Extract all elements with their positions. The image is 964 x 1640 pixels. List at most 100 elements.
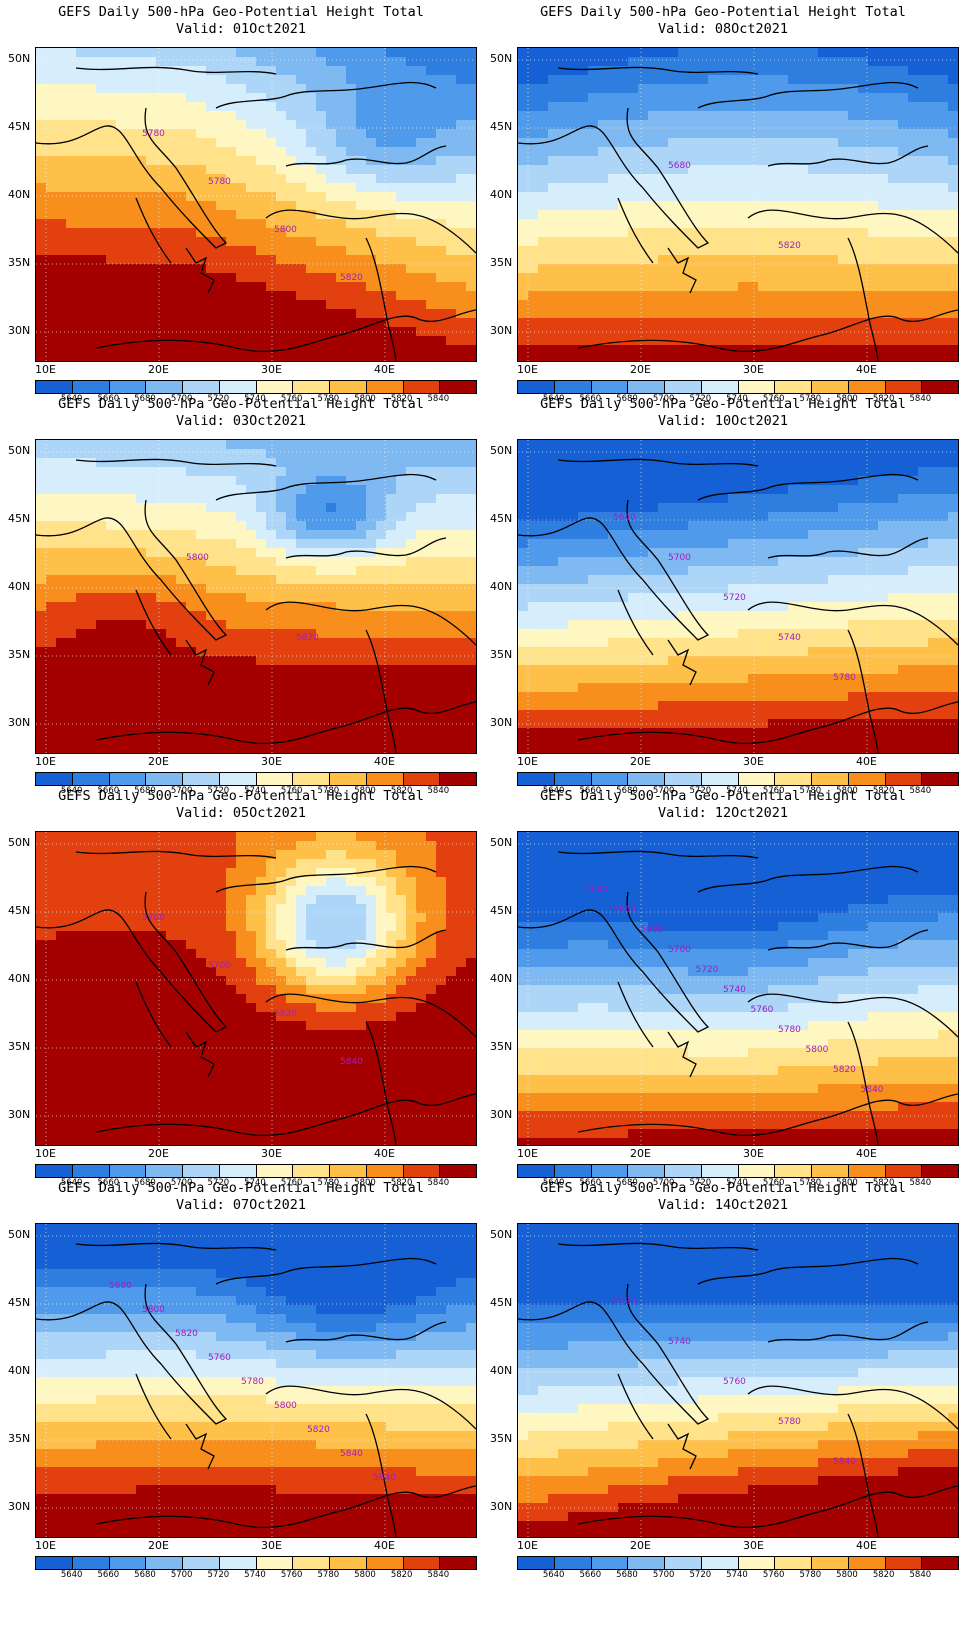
latitude-label: 35N	[8, 648, 31, 661]
colorbar-swatch	[109, 773, 147, 785]
longitude-label: 10E	[517, 1539, 538, 1552]
colorbar-label: 5640	[542, 1570, 565, 1580]
colorbar-swatch	[812, 381, 849, 393]
longitude-label: 10E	[35, 755, 56, 768]
contour-label: 5840	[340, 1057, 363, 1067]
contour-label: 5760	[208, 1353, 231, 1363]
colorbar-label: 5760	[280, 394, 303, 404]
valid-date: Valid: 14Oct2021	[657, 1197, 789, 1213]
colorbar-label: 5700	[652, 1570, 675, 1580]
colorbar-label: 5820	[390, 1570, 413, 1580]
colorbar-swatch	[403, 1165, 441, 1177]
colorbar-swatch	[812, 1557, 849, 1569]
colorbar-label: 5800	[836, 1178, 858, 1188]
colorbar-label: 5640	[60, 786, 83, 796]
colorbar-swatch	[403, 1557, 441, 1569]
colorbar	[35, 1556, 477, 1570]
latitude-label: 30N	[490, 1500, 513, 1513]
contour-label: 5780	[778, 1025, 801, 1035]
colorbar-label: 5780	[799, 786, 822, 796]
colorbar-swatch	[109, 1165, 147, 1177]
latitude-label: 50N	[8, 52, 31, 65]
colorbar-swatch	[440, 1557, 476, 1569]
longitude-label: 10E	[517, 1147, 538, 1160]
colorbar-label: 5740	[726, 1570, 748, 1580]
colorbar-label: 5640	[542, 786, 565, 796]
colorbar-label: 5820	[872, 786, 895, 796]
colorbar-swatch	[146, 381, 183, 393]
contour-label: 5640	[613, 513, 636, 523]
colorbar-label: 5820	[872, 1570, 895, 1580]
colorbar-label: 5660	[97, 786, 120, 796]
colorbar-label: 5660	[579, 394, 602, 404]
map-panel: GEFS Daily 500-hPa Geo-Potential Height …	[482, 392, 964, 802]
contour-label: 5800	[142, 1305, 165, 1315]
latitude-label: 45N	[490, 904, 513, 917]
colorbar-swatch	[701, 1557, 739, 1569]
contour-label: 5700	[668, 945, 691, 955]
colorbar-swatch	[366, 1557, 404, 1569]
colorbar-label: 5680	[134, 786, 156, 796]
colorbar-label: 5800	[354, 1570, 376, 1580]
contour-label: 5780	[142, 129, 165, 139]
longitude-label: 20E	[148, 755, 169, 768]
colorbar-swatch	[701, 381, 739, 393]
colorbar-label: 5700	[170, 1178, 193, 1188]
colorbar-swatch	[885, 1165, 923, 1177]
height-field-map: 5720 5740 5760 5780 5840	[517, 1223, 959, 1538]
colorbar-label: 5680	[616, 786, 638, 796]
height-field-map: 5640 5660 5680 5700 5720 5740 5760 5780 5800 5820…	[517, 831, 959, 1146]
contour-label: 5680	[109, 1281, 132, 1291]
latitude-label: 40N	[8, 1364, 31, 1377]
colorbar-swatch	[146, 1165, 183, 1177]
colorbar-label: 5740	[726, 394, 748, 404]
panel-title: GEFS Daily 500-hPa Geo-Potential Height …	[540, 1180, 906, 1196]
height-field-map: 5700 5700 5820 5840	[35, 831, 477, 1146]
latitude-label: 30N	[8, 1108, 31, 1121]
colorbar-swatch	[628, 773, 665, 785]
colorbar-label: 5660	[97, 394, 120, 404]
colorbar-label: 5780	[799, 394, 822, 404]
valid-date: Valid: 08Oct2021	[657, 21, 789, 37]
colorbar-swatch	[72, 773, 110, 785]
latitude-label: 30N	[8, 324, 31, 337]
colorbar-swatch	[219, 1165, 257, 1177]
latitude-label: 50N	[8, 1228, 31, 1241]
colorbar-swatch	[330, 1557, 367, 1569]
colorbar-swatch	[628, 381, 665, 393]
colorbar-label: 5660	[97, 1570, 120, 1580]
colorbar-swatch	[440, 381, 476, 393]
longitude-label: 20E	[630, 755, 651, 768]
colorbar-label: 5640	[60, 1570, 83, 1580]
latitude-label: 30N	[8, 1500, 31, 1513]
contour-label: 5820	[340, 273, 363, 283]
colorbar-label: 5720	[207, 1570, 230, 1580]
latitude-label: 45N	[8, 1296, 31, 1309]
longitude-label: 30E	[261, 755, 282, 768]
longitude-label: 10E	[517, 755, 538, 768]
colorbar-swatch	[628, 1165, 665, 1177]
colorbar-label: 5640	[60, 394, 83, 404]
colorbar-swatch	[366, 1165, 404, 1177]
colorbar-label: 5680	[616, 1178, 638, 1188]
contour-field-svg: 5720 5740 5760 5780 5840	[518, 1224, 958, 1537]
latitude-label: 40N	[490, 1364, 513, 1377]
contour-field-svg: 5800 5820	[36, 440, 476, 753]
colorbar-swatch	[922, 1557, 958, 1569]
longitude-label: 20E	[630, 1539, 651, 1552]
colorbar-label: 5700	[170, 1570, 193, 1580]
contour-field-svg: 5780 5780 5800 5820	[36, 48, 476, 361]
contour-label: 5840	[833, 1457, 856, 1467]
colorbar-label: 5700	[652, 394, 675, 404]
colorbar-label: 5720	[207, 786, 230, 796]
contour-label: 5800	[274, 225, 297, 235]
latitude-label: 45N	[490, 1296, 513, 1309]
colorbar-label: 5840	[427, 1570, 450, 1580]
longitude-label: 10E	[35, 1539, 56, 1552]
longitude-label: 20E	[148, 1539, 169, 1552]
valid-date: Valid: 10Oct2021	[657, 413, 789, 429]
latitude-label: 35N	[490, 648, 513, 661]
colorbar-label: 5720	[689, 1178, 712, 1188]
latitude-label: 35N	[8, 256, 31, 269]
colorbar-swatch	[183, 1165, 220, 1177]
